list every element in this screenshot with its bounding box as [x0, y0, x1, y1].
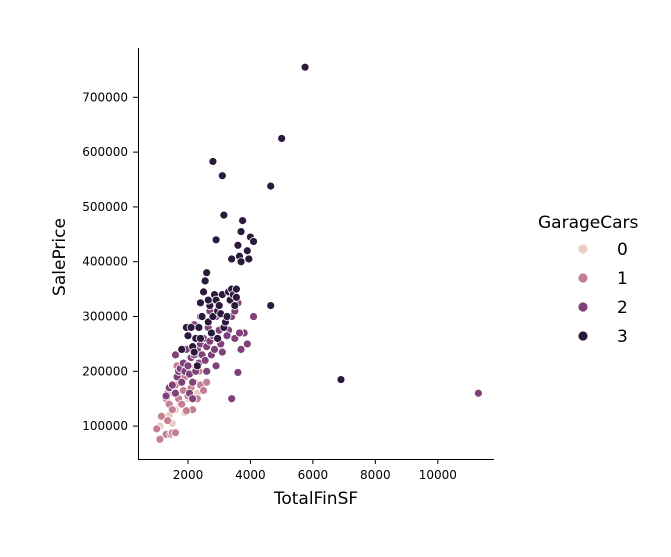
data-point-garagecars-3	[211, 235, 221, 245]
data-point-garagecars-1	[163, 416, 173, 426]
data-point-garagecars-3	[242, 246, 252, 256]
legend-marker	[577, 330, 589, 342]
data-point-garagecars-3	[206, 328, 216, 338]
legend-marker	[577, 272, 589, 284]
data-point-garagecars-2	[171, 388, 180, 398]
data-point-garagecars-3	[199, 287, 208, 297]
data-point-garagecars-1	[199, 386, 208, 395]
x-ticks: 2000 4000 6000 8000 10000	[173, 459, 457, 482]
legend-entries: 0 1 2 3	[577, 240, 628, 347]
legend-label: 2	[617, 298, 628, 318]
y-tick-label: 500000	[82, 200, 128, 214]
data-point-garagecars-1	[157, 411, 166, 421]
data-point-garagecars-3	[231, 284, 241, 294]
data-point-garagecars-3	[227, 254, 237, 264]
legend-marker	[577, 301, 589, 313]
data-point-garagecars-3	[244, 254, 254, 264]
legend-title: GarageCars	[538, 213, 639, 233]
data-point-garagecars-2	[235, 328, 244, 338]
x-tick-label: 6000	[298, 468, 329, 482]
data-point-garagecars-3	[196, 334, 205, 343]
data-point-garagecars-3	[213, 334, 223, 343]
x-tick-label: 10000	[419, 468, 457, 482]
data-point-garagecars-2	[210, 344, 219, 354]
data-point-garagecars-3	[183, 331, 193, 341]
axes	[138, 48, 494, 460]
y-tick-label: 200000	[82, 364, 128, 378]
x-tick-label: 2000	[173, 468, 204, 482]
data-point-garagecars-3	[214, 301, 224, 310]
data-point-garagecars-3	[217, 171, 227, 181]
data-point-garagecars-2	[217, 347, 227, 357]
data-point-garagecars-2	[227, 394, 237, 404]
data-point-garagecars-3	[192, 361, 202, 371]
data-point-garagecars-3	[202, 268, 212, 278]
data-point-garagecars-3	[219, 210, 229, 220]
data-point-garagecars-1	[152, 424, 162, 434]
data-point-garagecars-1	[167, 405, 177, 415]
x-tick-label: 4000	[235, 468, 266, 482]
data-point-garagecars-3	[249, 237, 258, 246]
y-tick-label: 700000	[82, 90, 128, 104]
data-point-garagecars-3	[203, 295, 213, 305]
data-point-garagecars-3	[238, 216, 248, 226]
data-point-garagecars-3	[186, 323, 196, 332]
y-tick-label: 100000	[82, 419, 128, 433]
data-point-garagecars-1	[202, 377, 212, 387]
data-point-garagecars-2	[161, 391, 171, 401]
data-point-garagecars-2	[171, 350, 180, 360]
data-point-garagecars-3	[336, 375, 346, 384]
data-point-garagecars-1	[171, 428, 180, 438]
data-point-garagecars-3	[197, 312, 207, 321]
data-point-garagecars-3	[200, 276, 210, 286]
data-point-garagecars-1	[182, 406, 191, 416]
data-point-garagecars-2	[167, 380, 177, 390]
data-point-garagecars-2	[473, 388, 483, 398]
legend-label: 0	[617, 240, 628, 260]
data-point-garagecars-3	[300, 62, 310, 72]
data-point-garagecars-2	[183, 361, 193, 371]
legend-label: 1	[617, 269, 628, 289]
data-point-garagecars-1	[155, 434, 165, 444]
legend-marker	[577, 243, 589, 255]
y-axis-title: SalePrice	[50, 218, 70, 296]
y-tick-label: 600000	[82, 145, 128, 159]
legend: GarageCars 0 1 2 3	[538, 213, 639, 347]
data-point-garagecars-2	[188, 394, 198, 404]
data-point-garagecars-3	[177, 344, 187, 354]
y-tick-label: 300000	[82, 310, 128, 324]
data-point-garagecars-2	[236, 344, 246, 354]
data-point-garagecars-2	[177, 377, 187, 387]
x-axis-title: TotalFinSF	[273, 489, 358, 509]
data-point-garagecars-3	[222, 312, 232, 321]
data-point-garagecars-3	[266, 181, 276, 191]
data-point-garagecars-2	[222, 331, 232, 341]
data-point-garagecars-3	[277, 134, 287, 143]
data-point-garagecars-3	[236, 257, 246, 267]
data-point-garagecars-2	[242, 339, 252, 349]
y-ticks: 100000 200000 300000 400000 500000 600000 7000…	[82, 90, 138, 433]
data-point-garagecars-3	[233, 240, 243, 250]
data-point-garagecars-3	[189, 347, 199, 357]
data-point-garagecars-3	[230, 301, 240, 310]
data-point-garagecars-2	[202, 366, 212, 376]
data-point-garagecars-3	[266, 301, 276, 310]
data-point-garagecars-3	[194, 323, 204, 332]
data-point-garagecars-1	[177, 399, 187, 409]
data-point-garagecars-3	[196, 298, 205, 308]
data-point-garagecars-2	[200, 355, 210, 365]
data-point-garagecars-3	[208, 157, 218, 166]
data-points	[152, 62, 483, 444]
y-tick-label: 400000	[82, 255, 128, 269]
data-point-garagecars-2	[233, 368, 243, 377]
x-tick-label: 8000	[360, 468, 391, 482]
data-point-garagecars-2	[188, 377, 198, 387]
data-point-garagecars-3	[236, 227, 246, 236]
data-point-garagecars-2	[211, 361, 221, 371]
data-point-garagecars-3	[231, 292, 241, 302]
legend-label: 3	[617, 327, 628, 347]
data-point-garagecars-2	[249, 312, 258, 321]
